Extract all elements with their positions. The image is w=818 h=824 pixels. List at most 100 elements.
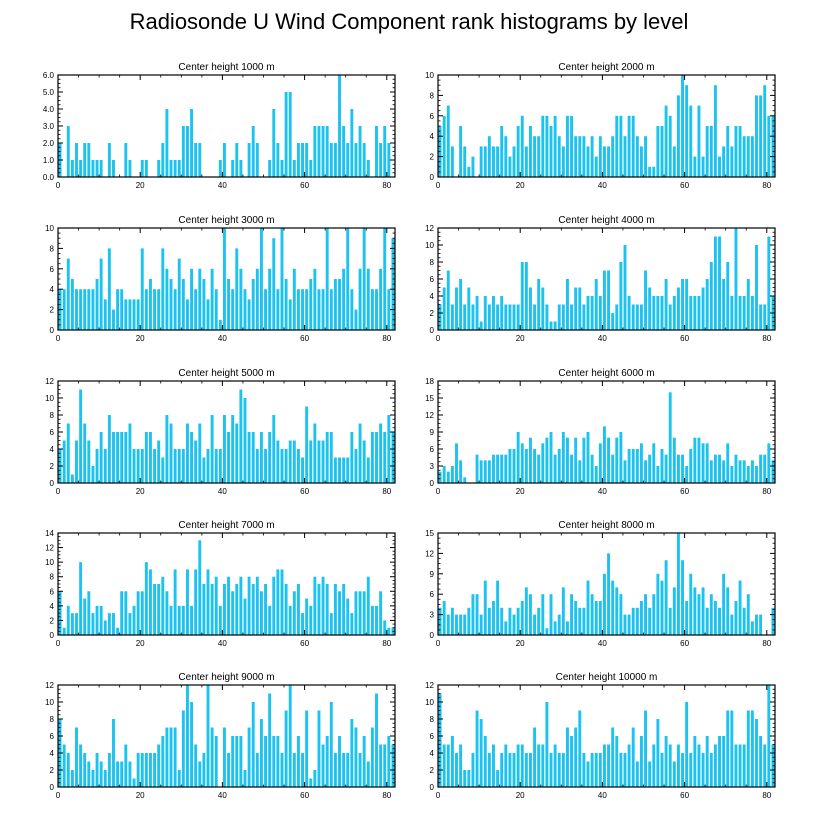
histogram-bar (615, 304, 619, 330)
histogram-bar (574, 601, 578, 635)
histogram-bar (288, 685, 292, 787)
histogram-bar (450, 607, 454, 635)
histogram-bar (87, 289, 91, 330)
x-tick-label: 80 (762, 639, 771, 648)
y-tick-label: 10 (45, 394, 54, 403)
histogram-bar (222, 415, 226, 483)
histogram-bar (186, 569, 189, 635)
histogram-bar (656, 573, 660, 635)
histogram-bar (99, 761, 103, 787)
histogram-bar (214, 576, 218, 635)
x-tick-label: 0 (56, 181, 61, 190)
histogram-bar (103, 770, 107, 787)
histogram-bar (280, 569, 284, 635)
histogram-bar (500, 126, 504, 177)
histogram-bar (366, 576, 370, 635)
histogram-bar (140, 591, 144, 635)
histogram-bar (755, 466, 758, 483)
histogram-bar (648, 166, 652, 177)
histogram-bar (537, 744, 541, 787)
histogram-bar (623, 460, 627, 483)
histogram-bar (676, 95, 680, 177)
x-tick-label: 80 (382, 487, 391, 496)
histogram-bar (611, 313, 615, 330)
y-tick-label: 9 (430, 428, 435, 437)
histogram-bar (186, 685, 189, 787)
histogram-bar (210, 584, 214, 635)
histogram-bar (639, 736, 643, 787)
histogram-bar (557, 753, 561, 787)
y-tick-label: 0 (50, 783, 55, 792)
histogram-bar (333, 753, 337, 787)
histogram-bar (615, 437, 619, 483)
y-tick-label: 4 (50, 602, 55, 611)
histogram-bar (496, 454, 500, 483)
histogram-bar (660, 449, 664, 483)
histogram-bar (120, 591, 124, 635)
histogram-bar (387, 736, 391, 787)
histogram-bar (370, 605, 374, 635)
histogram-bar (681, 75, 684, 177)
histogram-bar (354, 309, 358, 330)
y-tick-label: 4.0 (43, 105, 55, 114)
histogram-bar (198, 143, 202, 177)
histogram-bar (726, 262, 730, 330)
histogram-bar (734, 126, 738, 177)
histogram-bar (496, 770, 500, 787)
histogram-bar (202, 279, 206, 330)
histogram-bar (771, 607, 775, 635)
histogram-bar (463, 146, 467, 177)
histogram-bar (598, 753, 602, 787)
histogram-bar (586, 296, 590, 330)
histogram-bar (487, 304, 491, 330)
histogram-bar (383, 126, 387, 177)
histogram-bar (99, 432, 103, 483)
x-tick-label: 0 (436, 181, 441, 190)
histogram-bar (251, 584, 255, 635)
histogram-bar (730, 710, 734, 787)
histogram-bar (79, 160, 83, 177)
histogram-bar (718, 607, 721, 635)
histogram-bar (582, 437, 586, 483)
histogram-bar (487, 136, 491, 177)
histogram-bar (524, 587, 528, 635)
histogram-bar (103, 299, 107, 330)
histogram-bar (672, 437, 676, 483)
histogram-bar (342, 753, 346, 787)
histogram-bar (475, 454, 479, 483)
histogram-bar (157, 289, 161, 330)
histogram-bar (116, 761, 120, 787)
histogram-bar (284, 449, 288, 483)
histogram-bar (619, 594, 623, 635)
histogram-bar (272, 736, 276, 787)
histogram-bar (194, 143, 198, 177)
histogram-bar (763, 744, 767, 787)
histogram-bar (574, 287, 578, 330)
histogram-bar (259, 228, 263, 330)
y-tick-label: 2 (50, 766, 55, 775)
histogram-bar (288, 605, 292, 635)
histogram-bar (549, 753, 553, 787)
histogram-bar (95, 279, 99, 330)
histogram-bar (169, 423, 173, 483)
histogram-bar (537, 136, 541, 177)
histogram-bar (268, 432, 272, 483)
histogram-bar (222, 143, 226, 177)
x-tick-label: 60 (300, 181, 309, 190)
histogram-bar (350, 289, 354, 330)
histogram-bar (210, 727, 214, 787)
histogram-bar (387, 143, 391, 177)
histogram-bar (644, 460, 647, 483)
histogram-bar (672, 146, 676, 177)
histogram-bar (520, 744, 524, 787)
histogram-bar (128, 160, 132, 177)
histogram-bar (227, 753, 231, 787)
histogram-bar (350, 109, 354, 177)
histogram-bar (635, 304, 639, 330)
histogram-bar (459, 126, 463, 177)
histogram-bar (301, 613, 304, 635)
histogram-bar (607, 146, 611, 177)
histogram-bar (128, 423, 132, 483)
histogram-bar (177, 449, 181, 483)
histogram-bar (379, 591, 383, 635)
